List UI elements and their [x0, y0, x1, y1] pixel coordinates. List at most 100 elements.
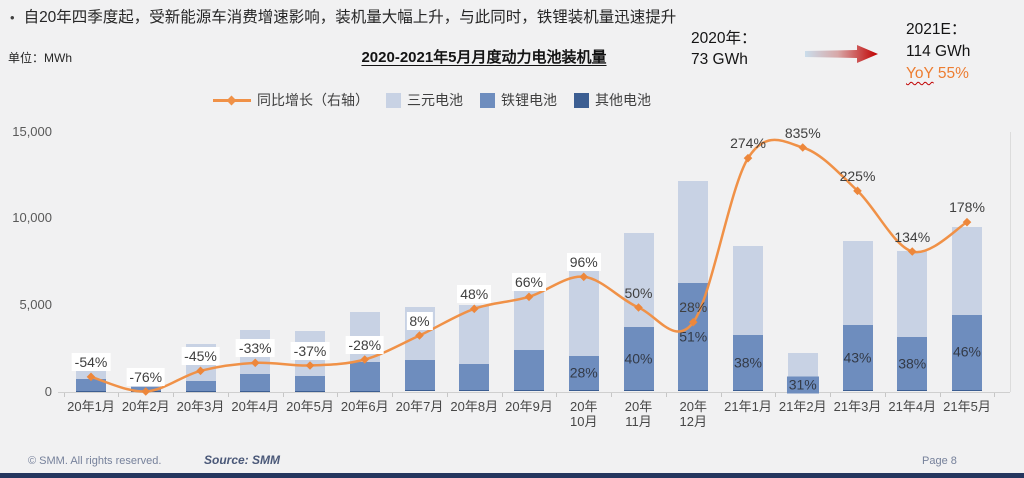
bar-segment-其他电池 — [349, 390, 380, 392]
x-axis-label: 20年2月 — [121, 398, 170, 414]
bullet-icon: • — [10, 10, 15, 25]
bar-segment-铁锂电池 — [404, 359, 435, 391]
line-marker-icon — [743, 153, 753, 163]
x-axis-tick — [446, 392, 448, 397]
yoy-value-label: -76% — [126, 367, 166, 386]
legend-item-other: 其他电池 — [574, 90, 651, 110]
bar-segment-其他电池 — [295, 390, 325, 392]
bar-segment-其他电池 — [514, 390, 544, 392]
yoy-value-label: -28% — [345, 335, 385, 354]
legend-label-ternary: 三元电池 — [407, 92, 463, 108]
yoy-value-label: -37% — [290, 341, 330, 360]
bar-segment-铁锂电池 — [185, 381, 216, 391]
bar-segment-三元电池 — [514, 282, 544, 351]
y-axis-tick-label: 10,000 — [12, 210, 52, 226]
bar-segment-其他电池 — [842, 390, 873, 392]
unit-label: 单位：MWh — [8, 51, 72, 65]
lfp-share-label: 40% — [624, 350, 653, 367]
bar-segment-三元电池 — [787, 353, 818, 379]
x-axis-tick — [227, 392, 229, 397]
x-axis-tick — [501, 392, 503, 397]
x-axis-tick — [118, 392, 120, 397]
x-axis-tick — [556, 392, 558, 397]
annotation-2021-line1: 2021E： — [906, 21, 967, 38]
x-axis-label: 20年 12月 — [679, 398, 707, 429]
yoy-value-label: -54% — [71, 352, 111, 371]
lfp-share-label: 38% — [733, 354, 763, 371]
bar-segment-三元电池 — [897, 250, 928, 337]
x-axis-tick — [611, 392, 613, 397]
bar-segment-三元电池 — [733, 246, 763, 336]
annotation-2021-line2: 114 GWh — [906, 43, 971, 60]
bar-segment-其他电池 — [568, 390, 599, 392]
x-axis-label: 21年1月 — [724, 398, 772, 414]
bar-segment-铁锂电池 — [240, 373, 271, 391]
bar-segment-铁锂电池 — [76, 378, 106, 391]
x-axis-line — [58, 391, 1010, 393]
bar-segment-三元电池 — [623, 233, 654, 327]
bar-segment-铁锂电池 — [295, 375, 325, 391]
x-axis-label: 21年5月 — [943, 398, 991, 414]
x-axis-tick — [720, 392, 722, 397]
bar-segment-三元电池 — [568, 268, 599, 356]
yoy-value-label: 96% — [566, 252, 601, 271]
lfp-share-label: 46% — [952, 343, 982, 360]
y-axis-tick-label: 0 — [44, 383, 52, 399]
x-axis-label: 20年7月 — [395, 398, 444, 414]
x-axis-tick — [282, 392, 284, 397]
lfp-share-label: 31% — [786, 376, 819, 394]
y-axis-tick-label: 5,000 — [19, 296, 52, 312]
bar-segment-其他电池 — [897, 390, 928, 392]
yoy-value-label: 48% — [457, 284, 492, 303]
annotation-2021-yoy: YoY 55% — [906, 63, 970, 85]
legend-item-yoy-line: 同比增长（右轴） — [213, 90, 369, 110]
x-axis-tick — [939, 392, 941, 397]
yoy-value-label: 50% — [624, 284, 653, 301]
x-axis-label: 20年 10月 — [570, 398, 598, 429]
x-axis-tick — [830, 392, 832, 397]
bar-segment-其他电池 — [623, 390, 654, 392]
bar-segment-其他电池 — [733, 390, 763, 392]
yoy-value-label: 66% — [511, 272, 547, 291]
bar-segment-铁锂电池 — [349, 361, 380, 391]
legend-label-other: 其他电池 — [595, 92, 651, 108]
bar-segment-其他电池 — [240, 390, 271, 392]
bar-segment-铁锂电池 — [130, 386, 161, 392]
lfp-share-label: 28% — [569, 364, 598, 381]
headline-bullet: • 自20年四季度起，受新能源车消费增速影响，装机量大幅上升，与此同时，铁锂装机… — [10, 7, 790, 28]
plot-right-border — [1010, 131, 1011, 392]
yoy-value-label: 134% — [894, 228, 931, 245]
other-swatch-icon — [574, 92, 589, 108]
bar-segment-三元电池 — [952, 227, 982, 315]
legend-label-yoy: 同比增长（右轴） — [257, 92, 369, 108]
bar-segment-铁锂电池 — [514, 350, 544, 391]
x-axis-label: 21年3月 — [833, 398, 882, 414]
yoy-label: YoY — [906, 65, 934, 82]
x-axis-tick — [392, 392, 394, 397]
chart-title: 2020-2021年5月月度动力电池装机量 — [361, 49, 607, 66]
copyright-text: © SMM. All rights reserved. — [28, 455, 162, 467]
line-marker-icon — [962, 217, 972, 227]
x-axis-label: 20年5月 — [286, 398, 334, 414]
line-marker-icon — [853, 186, 862, 196]
annotation-2021: 2021E： 114 GWh YoY 55% — [906, 19, 970, 85]
x-axis-label: 21年4月 — [888, 398, 937, 414]
legend-label-lfp: 铁锂电池 — [501, 92, 557, 108]
yoy-value-label: 274% — [730, 135, 766, 152]
yoy-value-label: 835% — [784, 124, 821, 141]
bottom-accent-bar — [0, 473, 1024, 478]
x-axis-label: 20年6月 — [340, 398, 389, 414]
bar-segment-三元电池 — [678, 181, 709, 283]
x-axis-tick — [63, 392, 65, 397]
x-axis-label: 21年2月 — [778, 398, 827, 414]
lfp-share-label: 43% — [843, 349, 872, 366]
bar-segment-其他电池 — [678, 390, 709, 392]
bar-segment-其他电池 — [404, 390, 435, 392]
x-axis-label: 20年4月 — [231, 398, 280, 414]
legend-item-ternary: 三元电池 — [386, 90, 463, 110]
line-marker-icon — [798, 143, 808, 152]
bar-segment-铁锂电池 — [459, 363, 490, 391]
yoy-value-label: 8% — [406, 311, 433, 330]
line-series-icon — [213, 95, 251, 105]
